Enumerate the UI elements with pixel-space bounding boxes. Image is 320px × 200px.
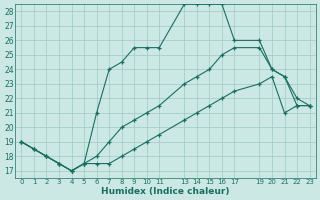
X-axis label: Humidex (Indice chaleur): Humidex (Indice chaleur)	[101, 187, 230, 196]
